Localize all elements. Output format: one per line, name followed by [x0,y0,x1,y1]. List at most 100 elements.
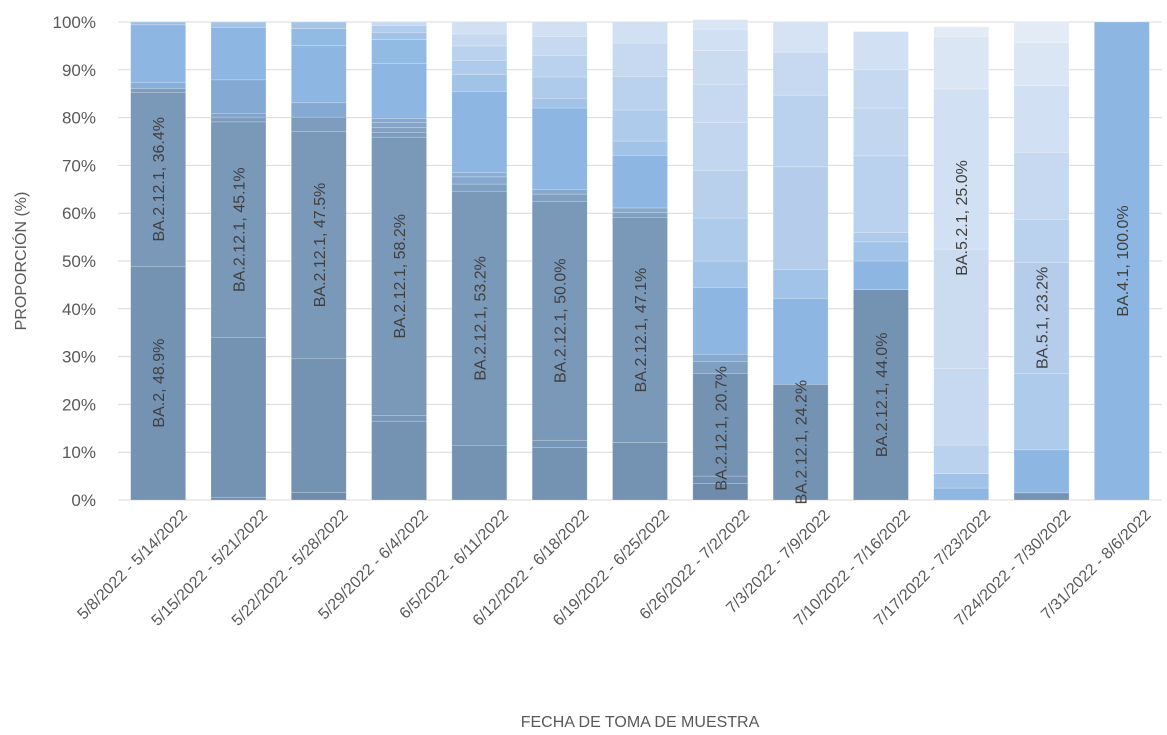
bar-segment [531,193,588,202]
bar-segment [371,25,427,33]
bar-segment [451,21,508,35]
bar-stack [130,21,186,501]
bar-segment [130,21,186,26]
bar-segment [1013,42,1070,86]
bar-segment [290,45,347,104]
bar-segment [772,51,829,96]
bar-segment [692,28,749,51]
y-tick-label: 30% [62,348,96,367]
bar-segment [772,297,829,385]
bar-segment [772,166,829,270]
bar-segment [612,212,668,218]
bar-segment [451,91,508,173]
bar-segment [772,21,829,53]
bar-stack [531,21,588,501]
bar-segment [612,442,668,501]
bar-segment [210,337,267,498]
bar-segment [371,420,427,501]
y-tick-label: 40% [62,300,96,319]
bar-segment [933,444,990,475]
bar-segment [531,447,588,501]
bar-segment [371,127,427,133]
bar-segment [130,81,186,89]
bar-segment [531,189,588,195]
y-tick-label: 70% [62,156,96,175]
bar-segment [692,260,749,288]
bar-stack [451,21,508,501]
y-axis-title: PROPORCIÓN (%) [11,192,30,331]
data-label: BA.2.12.1, 45.1% [231,167,248,292]
bar-segment [692,50,749,85]
bar-segment [451,33,508,47]
bar-segment [933,368,990,446]
bar-segment [210,21,267,28]
bar-segment [290,102,347,118]
bar-segment [371,415,427,422]
bar-segment [531,98,588,109]
bar-segment [371,122,427,128]
data-labels: BA.2, 48.9% BA.2.12.1, 36.4% BA.2.12.1, 45… [151,117,1132,504]
bar-segment [531,36,588,56]
bar-segment [933,26,990,37]
bar-segment [451,172,508,178]
bar-segment [853,155,909,233]
bar-segment [853,107,909,157]
bar-stack [210,21,267,501]
bar-segment [290,116,347,132]
bar-segment [1013,262,1070,374]
bar-segment [290,492,347,501]
bar-segment [451,183,508,192]
bar-segment [1013,373,1070,451]
data-label: BA.2.12.1, 47.1% [633,268,650,393]
y-tick-label: 0% [71,491,96,510]
data-label: BA.2, 48.9% [151,339,168,428]
bar-segment [1094,21,1150,501]
data-label: BA.2.12.1, 24.2% [794,380,811,505]
bar-segment [290,358,347,493]
data-label: BA.2.12.1, 50.0% [553,258,570,383]
bar-segment [933,88,990,250]
bar-segment [692,19,749,30]
bar-segment [1013,85,1070,153]
bar-segment [210,79,267,114]
data-label: BA.2.12.1, 20.7% [713,366,730,491]
bar-segment [451,176,508,185]
bar-segment [853,241,909,262]
y-tick-label: 100% [53,13,96,32]
bar-segment [451,445,508,501]
bar-segment [692,122,749,171]
bar-segment [210,497,267,501]
bar-segment [692,83,749,123]
bar-segment [772,94,829,168]
bar-segment [210,26,267,81]
bar-segment [853,289,909,501]
bars [130,19,1150,501]
bar-stack [772,21,829,501]
y-tick-label: 90% [62,61,96,80]
bar-segment [853,31,909,71]
bar-segment [290,21,347,29]
bar-stack [612,21,668,501]
bar-segment [130,24,186,83]
bar-segment [1013,21,1070,43]
bar-segment [531,76,588,99]
bar-segment [853,260,909,290]
bar-segment [371,63,427,119]
bar-segment [772,269,829,299]
bar-segment [1013,492,1070,501]
bar-segment [612,76,668,111]
y-tick-label: 50% [62,252,96,271]
bar-segment [692,353,749,362]
bar-segment [612,217,668,443]
bar-segment [130,91,186,267]
bar-segment [371,118,427,123]
y-tick-label: 60% [62,204,96,223]
bar-segment [853,232,909,243]
y-tick-label: 80% [62,109,96,128]
bar-segment [612,109,668,142]
bar-segment [210,112,267,118]
bar-segment [692,286,749,355]
bar-segment [772,384,829,501]
